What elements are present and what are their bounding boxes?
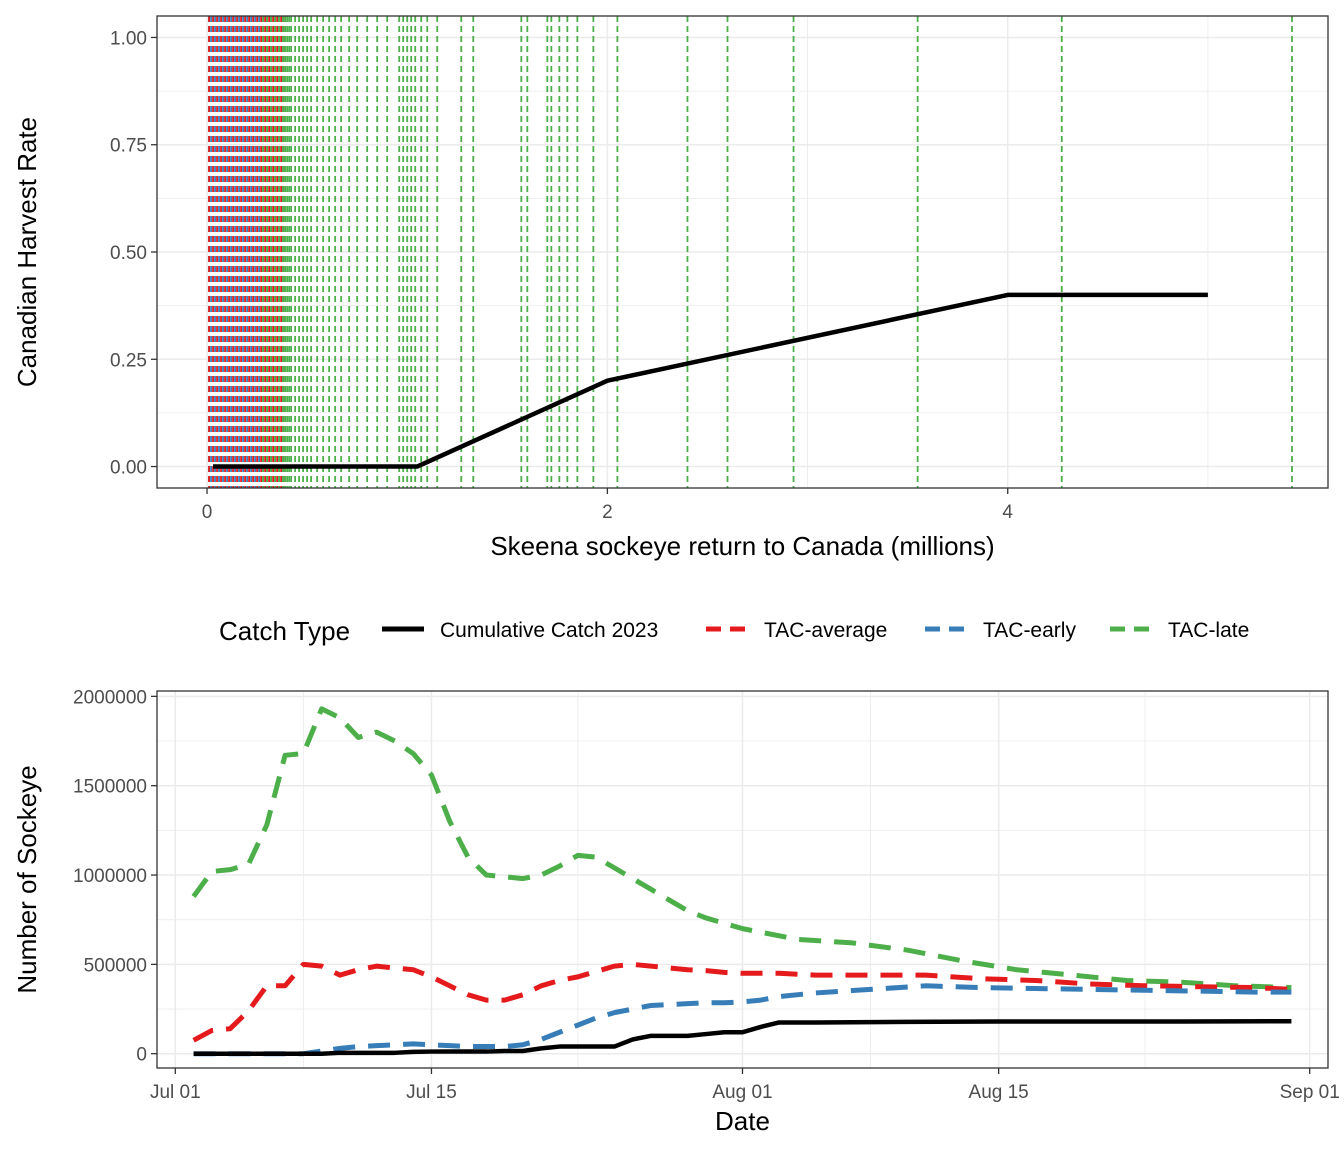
y-tick-label: 0 <box>136 1045 147 1066</box>
x-tick-label: Aug 01 <box>712 1082 772 1103</box>
y-tick-label: 0.00 <box>110 458 147 479</box>
x-tick-label: 0 <box>202 502 213 523</box>
y-tick-label: 1.00 <box>110 28 147 49</box>
x-tick-label: 4 <box>1002 502 1013 523</box>
series-line-average <box>192 961 1292 1043</box>
legend-label-late: TAC-late <box>1168 619 1249 642</box>
sockeye-catch-series <box>191 706 1292 1057</box>
y-tick-label: 1000000 <box>73 866 147 887</box>
x-tick-label: Jul 01 <box>150 1082 201 1103</box>
sockeye-catch-y-axis-title: Number of Sockeye <box>12 765 42 993</box>
x-tick-label: 2 <box>602 502 613 523</box>
series-line-early <box>193 983 1292 1057</box>
y-tick-label: 500000 <box>84 955 147 976</box>
y-tick-label: 0.50 <box>110 243 147 264</box>
harvest-rate-y-axis-title: Canadian Harvest Rate <box>12 117 42 387</box>
harvest-rate-series <box>213 292 1208 469</box>
y-tick-label: 0.75 <box>110 136 147 157</box>
legend-entries: Cumulative Catch 2023 TAC-average TAC-earl… <box>382 619 1249 642</box>
y-tick-label: 1500000 <box>73 777 147 798</box>
harvest-rate-x-axis: 0 2 4 <box>202 488 1013 523</box>
legend-title: Catch Type <box>219 616 350 646</box>
legend-label-average: TAC-average <box>764 619 887 642</box>
x-tick-label: Jul 15 <box>406 1082 457 1103</box>
y-tick-label: 0.25 <box>110 350 147 371</box>
harvest-rate-x-axis-title: Skeena sockeye return to Canada (million… <box>490 531 994 561</box>
legend-label-cumulative: Cumulative Catch 2023 <box>440 619 658 642</box>
sockeye-catch-x-axis-title: Date <box>715 1106 770 1136</box>
harvest-rule-line <box>213 292 1208 469</box>
x-tick-label: Aug 15 <box>969 1082 1029 1103</box>
sockeye-catch-x-axis: Jul 01 Jul 15 Aug 01 Aug 15 Sep 01 <box>150 1068 1340 1103</box>
harvest-rate-y-axis: 0.00 0.25 0.50 0.75 1.00 <box>110 28 157 479</box>
y-tick-label: 2000000 <box>73 687 147 708</box>
series-line-cumulative <box>193 1018 1292 1056</box>
harvest-rate-reference-lines <box>208 16 1293 488</box>
series-line-late <box>191 706 1292 991</box>
catch-type-legend: Catch Type Cumulative Catch 2023 TAC-aver… <box>219 616 1249 646</box>
harvest-rate-panel: 0.00 0.25 0.50 0.75 1.00 0 2 4 Skeena sockeye … <box>12 15 1329 561</box>
sockeye-catch-panel: 0 500000 1000000 1500000 2000000 Jul 01 Jul 1… <box>12 687 1340 1136</box>
legend-label-early: TAC-early <box>983 619 1076 642</box>
x-tick-label: Sep 01 <box>1280 1082 1340 1103</box>
sockeye-catch-y-axis: 0 500000 1000000 1500000 2000000 <box>73 687 157 1066</box>
